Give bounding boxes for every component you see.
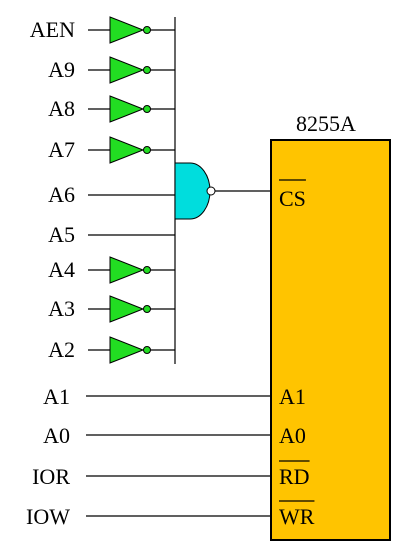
decoder-input-label: A4 [48, 257, 75, 282]
decoder-row: A3 [48, 295, 175, 323]
nand-gate [174, 162, 211, 220]
decoder-row: AEN [30, 16, 175, 44]
decoder-input-label: A6 [48, 182, 75, 207]
inverter-bubble [143, 266, 151, 274]
decoder-row: A6 [48, 182, 175, 207]
nand-output-bubble [206, 186, 216, 196]
inverter-gate [109, 56, 145, 84]
inverter-bubble [143, 146, 151, 154]
direct-signal-row: A1 A1 [43, 384, 306, 409]
inverter-gate [109, 16, 145, 44]
decoder-input-label: A2 [48, 337, 75, 362]
pin-cs-label: CS [279, 186, 306, 211]
decoder-input-label: A8 [48, 96, 75, 121]
inverter-gate [109, 256, 145, 284]
decoder-inputs: AEN A9 A8 A7 A6 A5 A4 A3 A2 [30, 16, 175, 364]
decoder-row: A4 [48, 256, 175, 284]
signal-label: IOW [26, 504, 70, 529]
signal-label: A1 [43, 384, 70, 409]
inverter-bubble [143, 105, 151, 113]
decoder-row: A8 [48, 95, 175, 123]
inverter-gate [109, 295, 145, 323]
inverter-gate [109, 95, 145, 123]
decoder-row: A9 [48, 56, 175, 84]
inverter-bubble [143, 26, 151, 34]
inverter-gate [109, 136, 145, 164]
decoder-input-label: A5 [48, 222, 75, 247]
chip-name: 8255A [296, 111, 356, 136]
decoder-input-label: A9 [48, 57, 75, 82]
inverter-bubble [143, 346, 151, 354]
decoder-row: A2 [48, 336, 175, 364]
signal-label: IOR [32, 464, 70, 489]
decoder-input-label: A3 [48, 296, 75, 321]
inverter-gate [109, 336, 145, 364]
pin-label: RD [279, 464, 310, 489]
direct-signal-row: A0 A0 [43, 423, 306, 448]
decoder-input-label: AEN [30, 17, 75, 42]
pin-label: A1 [279, 384, 306, 409]
pin-label: A0 [279, 423, 306, 448]
pin-label: WR [279, 504, 315, 529]
decoder-input-label: A7 [48, 137, 75, 162]
chip-8255a [270, 139, 391, 541]
decoder-row: A5 [48, 222, 175, 247]
signal-label: A0 [43, 423, 70, 448]
direct-signals: A1 A1 A0 A0 IOR RD IOW WR [26, 384, 315, 529]
inverter-bubble [143, 305, 151, 313]
direct-signal-row: IOW WR [26, 500, 315, 529]
decoder-row: A7 [48, 136, 175, 164]
direct-signal-row: IOR RD [32, 460, 310, 489]
inverter-bubble [143, 66, 151, 74]
